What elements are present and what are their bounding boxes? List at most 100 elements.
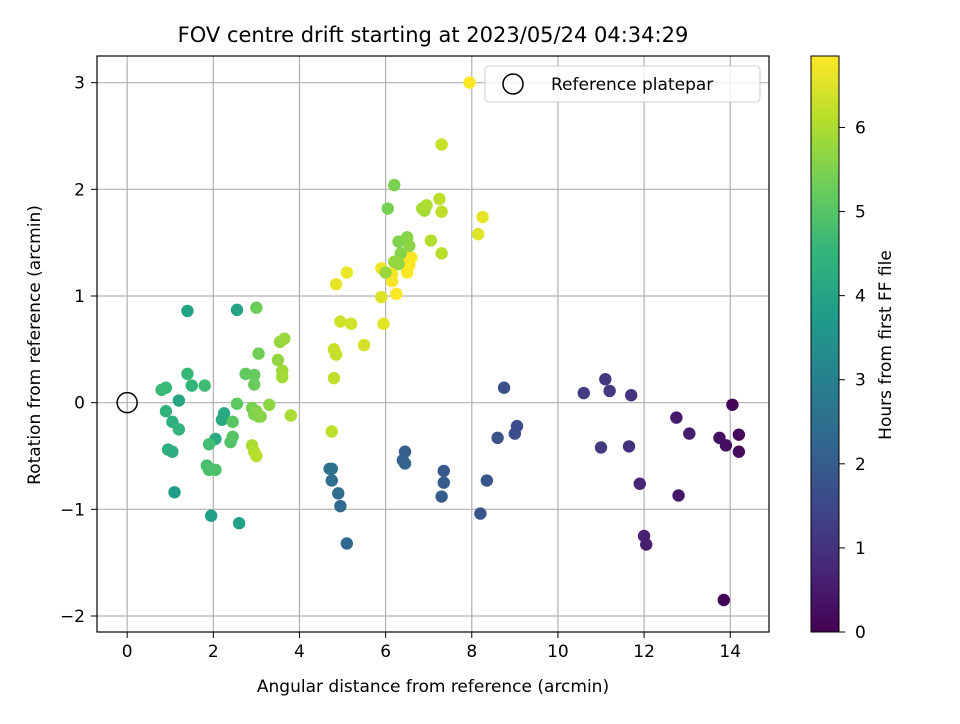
data-point [375,290,388,304]
y-tick-label: 2 [74,180,85,200]
data-point [181,367,194,381]
x-tick-label: 12 [633,642,655,662]
data-point [329,278,343,291]
data-point [278,332,291,345]
data-point [209,463,222,477]
legend-label: Reference platepar [551,75,713,95]
data-point [334,499,347,513]
data-point [327,371,341,385]
data-point [172,394,186,407]
data-point [248,368,261,382]
data-point [248,378,261,391]
colorbar-tick-label: 2 [855,455,866,475]
data-point [340,266,354,279]
x-tick-label: 14 [719,642,741,662]
data-points [116,76,746,607]
data-point [215,413,229,426]
data-point [232,517,246,530]
colorbar-tick-label: 5 [855,203,866,223]
data-point [726,398,739,411]
data-point [185,379,198,392]
data-point [435,138,448,151]
colorbar-tick-label: 4 [855,287,866,307]
data-point [388,255,401,269]
data-point [599,373,612,386]
x-tick-label: 8 [466,642,477,662]
data-point [637,529,651,543]
data-point [472,227,485,241]
reference-platepar-marker [116,391,138,414]
data-point [670,411,683,424]
data-point [332,487,345,500]
data-point [437,464,450,478]
data-point [433,192,446,206]
legend-reference-marker [502,73,524,95]
x-tick-label: 0 [122,642,133,662]
data-point [476,210,489,224]
data-point [420,199,433,212]
data-point [323,462,336,475]
data-point [202,438,216,451]
data-point [284,409,298,422]
data-point [381,202,394,215]
data-point [435,205,448,218]
data-point [480,474,494,487]
data-point [357,338,371,352]
data-point [398,457,412,470]
y-tick-label: 3 [74,74,85,94]
data-point [161,443,175,456]
y-tick-label: 1 [74,287,85,307]
data-point [340,537,354,550]
data-point [226,415,239,429]
colorbar-tick-label: 6 [855,118,866,138]
data-point [474,507,487,520]
colorbar-label: Hours from first FF file [876,250,896,440]
data-point [672,489,685,502]
y-tick-label: 0 [74,394,85,414]
data-point [379,266,392,279]
data-point [385,274,399,288]
colorbar-ticks: 0 1 2 3 4 5 6 [839,118,866,643]
data-point [624,389,638,402]
x-tick-label: 6 [380,642,391,662]
data-point [327,343,341,356]
data-point [325,425,338,438]
data-point [683,427,696,440]
x-axis-label: Angular distance from reference (arcmin) [257,677,609,697]
data-point [732,428,746,441]
grid [97,56,769,632]
colorbar-tick-label: 0 [855,623,866,643]
data-point [603,384,616,398]
data-point [250,449,263,463]
data-point [732,445,746,458]
chart-title: FOV centre drift starting at 2023/05/24 … [178,23,689,47]
data-point [230,303,244,317]
legend: Reference platepar [484,65,761,103]
data-point [271,353,285,367]
data-point [437,476,450,489]
data-point [252,347,265,360]
data-point [717,593,730,607]
data-point [497,381,511,394]
data-point [155,383,168,397]
data-point [226,430,239,443]
y-tick-label: −1 [60,500,85,520]
data-point [594,441,608,454]
data-point [463,76,476,89]
data-point [204,509,218,522]
x-tick-label: 2 [208,642,219,662]
data-point [334,315,347,328]
x-tick-label: 4 [294,642,305,662]
data-point [390,287,403,301]
data-point [325,474,338,487]
data-point [250,301,263,314]
data-point [230,397,244,410]
data-point [403,239,416,253]
y-tick-label: −2 [60,607,85,627]
data-point [394,247,407,260]
data-point [172,423,186,436]
y-axis-label: Rotation from reference (arcmin) [25,205,45,485]
data-point [491,431,504,445]
